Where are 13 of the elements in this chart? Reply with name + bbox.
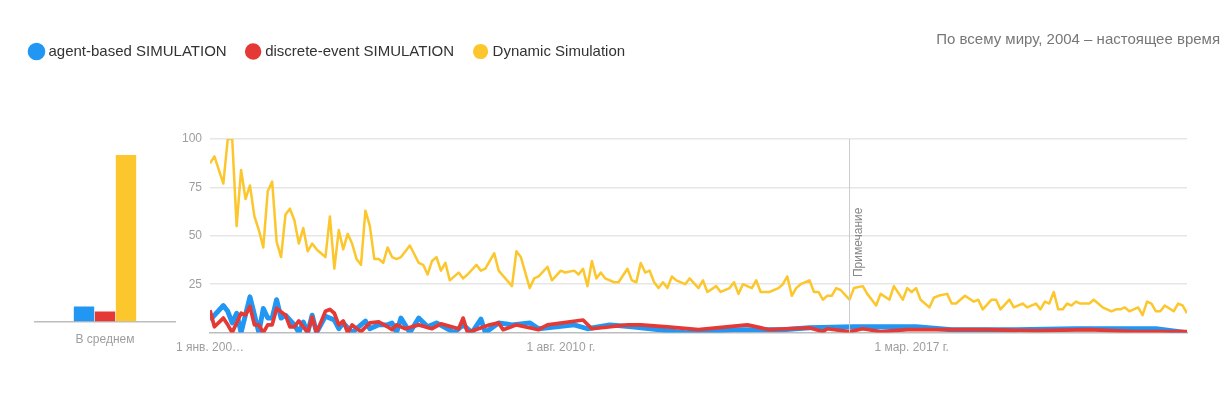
ref-line-label: Примечание [850,207,865,277]
y-tick-label: 50 [188,228,203,243]
y-tick-label: 75 [188,179,203,194]
chart-subtitle: По всему миру, 2004 – настоящее время [936,30,1220,48]
y-tick-label: 25 [188,276,203,291]
legend-label: agent-based SIMULATION [48,41,227,59]
legend-label: Dynamic Simulation [492,41,626,59]
x-tick-label: В среднем [75,332,135,347]
x-tick-label: 1 мар. 2017 г. [874,340,949,355]
x-tick-label: 1 авг. 2010 г. [526,340,596,355]
y-tick-label: 100 [181,131,203,146]
legend-label: discrete-event SIMULATION [265,41,455,59]
x-tick-label: 1 янв. 200… [175,340,245,355]
